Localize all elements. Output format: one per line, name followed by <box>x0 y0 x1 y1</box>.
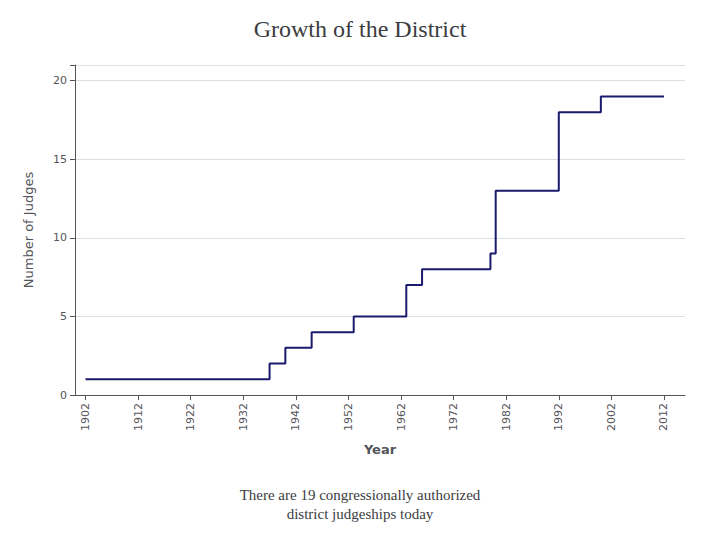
svg-text:1942: 1942 <box>289 403 302 431</box>
svg-text:1902: 1902 <box>79 403 92 431</box>
svg-text:2002: 2002 <box>605 403 618 431</box>
svg-text:1962: 1962 <box>395 403 408 431</box>
svg-text:1922: 1922 <box>184 403 197 431</box>
svg-text:15: 15 <box>53 153 67 166</box>
svg-text:1912: 1912 <box>132 403 145 431</box>
svg-text:There are 19 congressionally a: There are 19 congressionally authorized <box>240 487 481 503</box>
svg-text:20: 20 <box>53 74 67 87</box>
svg-text:Number of Judges: Number of Judges <box>21 172 36 289</box>
svg-text:1952: 1952 <box>342 403 355 431</box>
svg-text:2012: 2012 <box>657 403 670 431</box>
svg-text:1972: 1972 <box>447 403 460 431</box>
svg-text:5: 5 <box>60 310 67 323</box>
svg-text:Year: Year <box>363 442 397 457</box>
svg-text:1992: 1992 <box>552 403 565 431</box>
svg-text:0: 0 <box>60 389 67 402</box>
svg-text:1932: 1932 <box>237 403 250 431</box>
svg-text:10: 10 <box>53 231 67 244</box>
svg-text:district judgeships today: district judgeships today <box>287 506 434 522</box>
svg-text:1982: 1982 <box>500 403 513 431</box>
svg-text:Growth of the District: Growth of the District <box>254 16 467 42</box>
